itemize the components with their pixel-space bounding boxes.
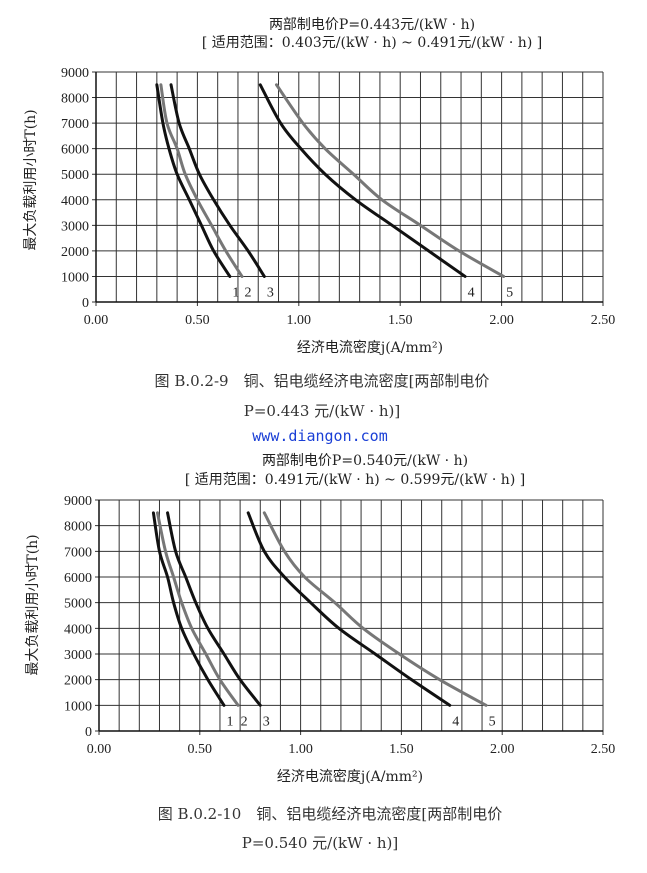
y-tick-label: 0 — [85, 725, 92, 740]
y-tick-label: 6000 — [64, 571, 92, 586]
chart2-caption-line2: P=0.540 元/(kW · h)] — [241, 834, 399, 852]
chart1-caption-line2: P=0.443 元/(kW · h)] — [243, 402, 401, 420]
series-line-2 — [159, 83, 244, 278]
x-tick-label: 2.00 — [489, 313, 514, 328]
y-tick-label: 3000 — [64, 648, 92, 663]
chart2-caption-line1: 图 B.0.2-10 铜、铝电缆经济电流密度[两部制电价 — [157, 805, 503, 823]
x-tick-label: 0.00 — [87, 742, 112, 757]
series-label-2: 2 — [245, 285, 252, 300]
y-tick-label: 5000 — [61, 168, 89, 183]
chart1-xlabel: 经济电流密度j(A/mm²) — [296, 340, 444, 356]
x-tick-label: 1.50 — [388, 313, 413, 328]
series-label-4: 4 — [468, 285, 475, 300]
series-label-5: 5 — [506, 285, 513, 300]
y-tick-label: 9000 — [61, 66, 89, 81]
series-label-5: 5 — [489, 714, 496, 729]
x-tick-label: 1.00 — [288, 742, 313, 757]
y-tick-label: 4000 — [64, 622, 92, 637]
y-tick-label: 9000 — [64, 494, 92, 509]
chart2-ylabel: 最大负载利用小时T(h) — [25, 534, 41, 676]
y-tick-label: 4000 — [61, 194, 89, 209]
y-tick-label: 5000 — [64, 597, 92, 612]
y-tick-label: 0 — [82, 296, 89, 311]
y-tick-label: 1000 — [64, 699, 92, 714]
series-label-3: 3 — [267, 285, 274, 300]
series-label-1: 1 — [226, 714, 233, 729]
series-line-1 — [151, 511, 226, 707]
series-line-5 — [262, 511, 488, 707]
x-tick-label: 0.50 — [188, 742, 213, 757]
chart2-subtitle: [ 适用范围：0.491元/(kW · h) ~ 0.599元/(kW · h)… — [184, 472, 526, 488]
y-tick-label: 7000 — [64, 545, 92, 560]
series-line-4 — [246, 511, 452, 707]
x-tick-label: 2.50 — [591, 742, 616, 757]
y-tick-label: 2000 — [61, 245, 89, 260]
chart1-title: 两部制电价P=0.443元/(kW · h) — [268, 17, 476, 33]
series-line-3 — [166, 511, 262, 707]
y-tick-label: 6000 — [61, 143, 89, 158]
y-tick-label: 8000 — [61, 92, 89, 107]
x-tick-label: 0.00 — [84, 313, 109, 328]
chart2-xlabel: 经济电流密度j(A/mm²) — [276, 769, 424, 785]
series-line-5 — [274, 83, 506, 278]
y-tick-label: 1000 — [61, 270, 89, 285]
y-tick-label: 7000 — [61, 117, 89, 132]
x-tick-label: 1.00 — [287, 313, 312, 328]
series-line-3 — [169, 83, 266, 278]
y-tick-label: 3000 — [61, 219, 89, 234]
x-tick-label: 1.50 — [389, 742, 414, 757]
series-label-3: 3 — [263, 714, 270, 729]
series-line-2 — [155, 511, 240, 707]
x-tick-label: 0.50 — [185, 313, 210, 328]
chart1-subtitle: [ 适用范围：0.403元/(kW · h) ~ 0.491元/(kW · h)… — [201, 35, 543, 51]
chart1-plot: 0 1000 2000 3000 4000 5000 6000 7000 8000 9000 0.0… — [61, 66, 616, 328]
watermark: www.diangon.com — [252, 427, 388, 445]
series-label-4: 4 — [452, 714, 459, 729]
series-line-4 — [258, 83, 467, 278]
y-tick-label: 2000 — [64, 674, 92, 689]
series-line-1 — [155, 83, 232, 278]
series-label-1: 1 — [232, 285, 239, 300]
y-tick-label: 8000 — [64, 520, 92, 535]
x-tick-label: 2.00 — [490, 742, 515, 757]
x-tick-label: 2.50 — [591, 313, 616, 328]
series-label-2: 2 — [241, 714, 248, 729]
chart2-title: 两部制电价P=0.540元/(kW · h) — [261, 453, 469, 469]
chart1-caption-line1: 图 B.0.2-9 铜、铝电缆经济电流密度[两部制电价 — [154, 372, 490, 390]
